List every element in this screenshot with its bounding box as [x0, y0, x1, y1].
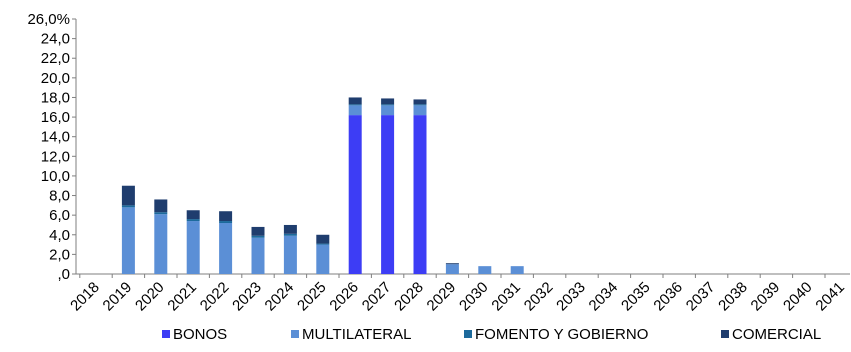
bar-segment-fomento-y-gobierno	[316, 244, 329, 245]
bar-segment-multilateral	[316, 245, 329, 274]
legend-swatch	[291, 330, 299, 338]
bar-segment-fomento-y-gobierno	[381, 104, 394, 105]
bar-segment-multilateral	[349, 105, 362, 115]
x-tick-label: 2029	[424, 279, 460, 315]
bar-segment-fomento-y-gobierno	[187, 219, 200, 221]
y-tick-label: 18,0	[41, 89, 70, 106]
bar-segment-multilateral	[381, 105, 394, 115]
bar-segment-fomento-y-gobierno	[414, 104, 427, 105]
bar-segment-multilateral	[122, 207, 135, 274]
legend-label: FOMENTO Y GOBIERNO	[475, 326, 648, 343]
bar-segment-comercial	[316, 235, 329, 244]
y-tick-label: 4,0	[49, 227, 70, 244]
bar-segment-fomento-y-gobierno	[122, 205, 135, 207]
bar-segment-comercial	[446, 263, 459, 264]
x-tick-label: 2025	[294, 279, 330, 315]
y-tick-label: 22,0	[41, 50, 70, 67]
y-tick-label: 10,0	[41, 168, 70, 185]
y-tick-label: ,0	[57, 266, 70, 283]
bar-segment-comercial	[154, 199, 167, 212]
bar-segment-fomento-y-gobierno	[349, 104, 362, 105]
bar-segment-multilateral	[414, 105, 427, 115]
x-tick-label: 2023	[229, 279, 265, 315]
legend-swatch	[721, 330, 729, 338]
bar-segment-fomento-y-gobierno	[154, 212, 167, 214]
bar-segment-multilateral	[154, 214, 167, 274]
bar-segment-multilateral	[478, 266, 491, 274]
bar-segment-multilateral	[187, 221, 200, 274]
x-tick-label: 2036	[650, 279, 686, 315]
bar-segment-bonos	[381, 115, 394, 274]
x-tick-label: 2028	[391, 279, 427, 315]
bar-segment-multilateral	[219, 223, 232, 274]
legend-swatch	[162, 330, 170, 338]
bar-segment-fomento-y-gobierno	[252, 236, 265, 238]
bar-segment-bonos	[414, 115, 427, 274]
x-tick-label: 2019	[100, 279, 136, 315]
x-tick-label: 2039	[748, 279, 784, 315]
y-tick-label: 8,0	[49, 188, 70, 205]
legend-swatch	[464, 330, 472, 338]
x-tick-label: 2031	[488, 279, 524, 315]
y-tick-label: 24,0	[41, 31, 70, 48]
x-tick-label: 2021	[164, 279, 200, 315]
x-tick-label: 2034	[586, 279, 622, 315]
x-tick-label: 2026	[326, 279, 362, 315]
bar-segment-multilateral	[284, 236, 297, 274]
x-tick-label: 2035	[618, 279, 654, 315]
bar-segment-fomento-y-gobierno	[284, 234, 297, 236]
x-tick-label: 2030	[456, 279, 492, 315]
bar-segment-multilateral	[446, 264, 459, 274]
y-tick-label: 16,0	[41, 109, 70, 126]
y-tick-label: 2,0	[49, 246, 70, 263]
y-tick-label: 20,0	[41, 70, 70, 87]
bar-segment-comercial	[381, 98, 394, 104]
x-tick-label: 2024	[262, 279, 298, 315]
y-tick-label: 6,0	[49, 207, 70, 224]
bar-segment-bonos	[349, 115, 362, 274]
y-tick-label: 14,0	[41, 129, 70, 146]
x-axis: 2018201920202021202220232024202520262027…	[67, 274, 850, 314]
legend-label: COMERCIAL	[732, 326, 821, 343]
bar-segment-comercial	[187, 210, 200, 219]
x-tick-label: 2037	[683, 279, 719, 315]
bar-segment-multilateral	[252, 238, 265, 274]
x-tick-label: 2041	[812, 279, 848, 315]
x-tick-label: 2020	[132, 279, 168, 315]
bar-segment-comercial	[219, 211, 232, 221]
x-tick-label: 2027	[359, 279, 395, 315]
bars	[122, 97, 524, 274]
bar-segment-multilateral	[511, 266, 524, 274]
bar-segment-comercial	[349, 97, 362, 104]
x-tick-label: 2032	[521, 279, 557, 315]
legend-label: MULTILATERAL	[302, 326, 411, 343]
x-tick-label: 2038	[715, 279, 751, 315]
bar-segment-comercial	[252, 227, 265, 236]
bar-segment-comercial	[122, 186, 135, 206]
legend: BONOS MULTILATERAL FOMENTO Y GOBIERNO COMER…	[162, 326, 821, 343]
bar-segment-comercial	[284, 225, 297, 234]
y-axis: ,0 2,0 4,0 6,0 8,0 10,0 12,0 14,0 16,0 18,0 20,0 22…	[27, 11, 76, 283]
x-tick-label: 2033	[553, 279, 589, 315]
y-tick-label: 26,0%	[27, 11, 70, 28]
x-tick-label: 2022	[197, 279, 233, 315]
legend-label: BONOS	[173, 326, 227, 343]
bar-segment-comercial	[414, 99, 427, 104]
x-tick-label: 2018	[67, 279, 103, 315]
y-tick-label: 12,0	[41, 148, 70, 165]
bar-segment-fomento-y-gobierno	[219, 221, 232, 223]
x-tick-label: 2040	[780, 279, 816, 315]
